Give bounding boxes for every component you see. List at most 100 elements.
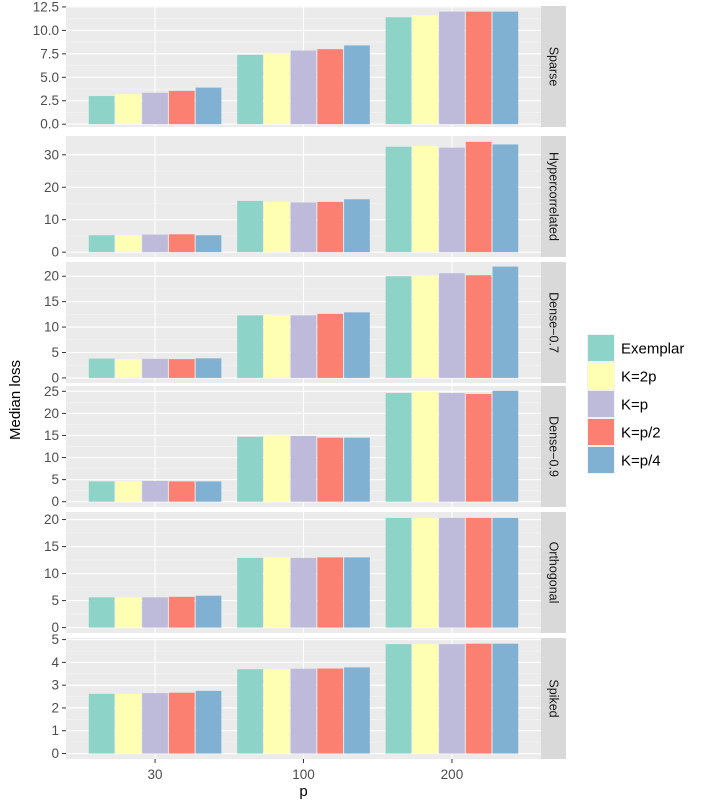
bar-k-2p <box>412 146 439 253</box>
bar-k-p-2 <box>168 596 195 628</box>
bar-k-p <box>290 668 317 754</box>
bar-k-p <box>142 693 168 754</box>
bar-k-2p <box>263 201 290 253</box>
y-tick-label: 10.0 <box>33 23 59 38</box>
bar-k-p-2 <box>317 668 344 754</box>
bar-exemplar <box>385 517 412 628</box>
y-tick-label: 4 <box>51 655 59 670</box>
bar-k-p-2 <box>168 234 195 253</box>
bar-k-p-2 <box>465 141 492 253</box>
y-tick-label: 5 <box>51 472 59 487</box>
bar-k-p <box>290 50 317 125</box>
bar-k-p-4 <box>492 390 519 502</box>
bar-k-p-2 <box>168 90 195 125</box>
bar-exemplar <box>385 644 412 754</box>
bar-k-p-4 <box>492 643 519 754</box>
bar-k-p-2 <box>168 359 195 378</box>
bar-k-p <box>439 393 465 502</box>
y-axis-title: Median loss <box>7 360 24 440</box>
bar-k-p-2 <box>168 481 195 502</box>
facet-strip-label: Hypercorrelated <box>547 152 561 241</box>
bar-k-2p <box>263 52 290 125</box>
bar-exemplar <box>237 557 263 628</box>
bar-k-2p <box>115 359 142 378</box>
bar-k-p <box>290 557 317 628</box>
bar-k-p-4 <box>344 667 370 754</box>
bar-k-2p <box>263 557 290 628</box>
bar-k-2p <box>263 669 290 754</box>
bar-k-p-2 <box>465 517 492 628</box>
y-tick-label: 7.5 <box>40 46 59 61</box>
bar-exemplar <box>237 436 263 502</box>
legend-swatch <box>588 447 614 473</box>
bar-k-p <box>290 435 317 502</box>
bar-k-2p <box>115 481 142 502</box>
bar-k-p <box>142 234 168 253</box>
bar-k-2p <box>412 517 439 628</box>
bar-k-2p <box>263 435 290 502</box>
bar-k-2p <box>412 644 439 754</box>
legend-label: K=p <box>621 397 648 414</box>
bar-exemplar <box>88 358 115 378</box>
bar-k-p <box>439 147 465 253</box>
y-tick-label: 30 <box>44 147 59 162</box>
bar-k-2p <box>263 314 290 378</box>
y-tick-label: 0 <box>51 245 59 260</box>
bar-k-p-4 <box>195 235 222 253</box>
bar-k-p <box>439 273 465 378</box>
legend-label: Exemplar <box>621 341 684 358</box>
bar-k-p <box>142 92 168 125</box>
y-tick-label: 12.5 <box>33 0 59 14</box>
bar-k-p-2 <box>317 557 344 628</box>
legend-label: K=2p <box>621 369 656 386</box>
bar-k-p-4 <box>344 437 370 502</box>
facet-strip <box>541 512 566 633</box>
y-tick-label: 0 <box>51 746 59 761</box>
bar-k-p-4 <box>344 45 370 125</box>
x-tick-label: 100 <box>292 767 315 782</box>
legend-swatch <box>588 419 614 445</box>
facet-strip <box>541 262 566 383</box>
y-tick-label: 20 <box>44 269 59 284</box>
bar-k-p <box>439 644 465 754</box>
x-tick-label: 30 <box>148 767 163 782</box>
x-tick-label: 200 <box>441 767 464 782</box>
y-tick-label: 2.5 <box>40 93 59 108</box>
bar-k-2p <box>115 94 142 125</box>
legend-swatch <box>588 363 614 389</box>
bar-k-p-2 <box>465 393 492 502</box>
bar-k-p-4 <box>344 557 370 628</box>
bar-k-p-4 <box>195 690 222 754</box>
bar-k-p-2 <box>317 313 344 378</box>
facet-strip-label: Sparse <box>547 47 561 87</box>
y-tick-label: 0.0 <box>40 117 59 132</box>
y-tick-label: 10 <box>44 212 59 227</box>
bar-k-p-4 <box>195 87 222 125</box>
y-tick-label: 0 <box>51 370 59 385</box>
bar-k-2p <box>412 15 439 125</box>
bar-k-p-4 <box>492 517 519 628</box>
bar-k-p-2 <box>168 692 195 754</box>
bar-k-p-4 <box>195 481 222 502</box>
bar-k-p-2 <box>317 201 344 253</box>
bar-exemplar <box>88 96 115 125</box>
bar-exemplar <box>88 693 115 754</box>
bar-k-p-4 <box>492 266 519 378</box>
y-tick-label: 10 <box>44 566 59 581</box>
legend-swatch <box>588 335 614 361</box>
bar-k-p <box>439 11 465 125</box>
bar-k-p <box>142 358 168 378</box>
bar-k-p-4 <box>492 11 519 125</box>
y-tick-label: 2 <box>51 700 59 715</box>
facet-strip <box>541 638 566 759</box>
bar-exemplar <box>88 597 115 628</box>
bar-k-p-4 <box>195 358 222 378</box>
bar-exemplar <box>385 17 412 125</box>
bar-exemplar <box>237 315 263 378</box>
facet-strip <box>541 136 566 257</box>
y-tick-label: 10 <box>44 450 59 465</box>
y-tick-label: 20 <box>44 406 59 421</box>
bar-exemplar <box>88 481 115 502</box>
